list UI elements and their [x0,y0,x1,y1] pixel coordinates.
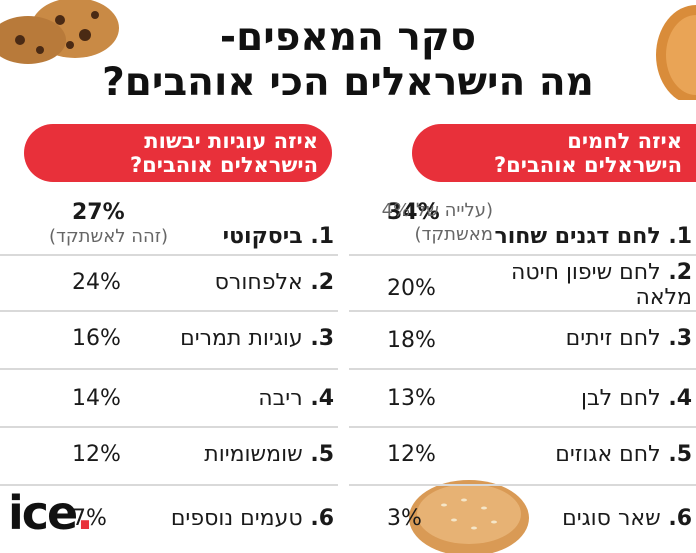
table-row: 5. לחם אגוזים 12% [349,428,696,486]
row-category: טעמים נוספים [170,506,303,531]
row-label: 3. עוגיות תמרים [154,326,334,351]
table-row: 1. לחם דגנים שחור 34% (עלייה של 4% מאשתקד) [349,196,696,256]
breads-header: איזה לחמים הישראלים אוהבים? [412,124,696,182]
row-value: 16% [72,326,121,351]
row-value: 3% [387,506,422,531]
row-category: שומשומיות [204,442,303,467]
row-rank: 5. [302,442,334,467]
row-label: 5. לחם אגוזים [482,442,692,467]
table-row: 3. לחם זיתים 18% [349,312,696,370]
bagel-image [409,480,529,553]
row-label: 3. לחם זיתים [482,326,692,351]
row-value: 34% [387,200,440,225]
row-label: 1. ביסקוטי [154,224,334,249]
row-label: 6. שאר סוגים [482,506,692,531]
row-value: 27% [72,200,125,225]
row-value: 18% [387,328,436,353]
row-rank: 4. [660,386,692,411]
row-category: לחם לבן [580,386,661,411]
row-category: לחם דגנים שחור [494,224,661,249]
row-rank: 6. [302,506,334,531]
row-category: אלפחורס [214,270,303,295]
bread-image [656,5,696,100]
row-label: 2. לחם שיפון חיטה מלאה [482,260,692,310]
table-row: 1. ביסקוטי 27% (זהה לאשתקד) [0,196,338,256]
table-row: 4. ריבה 14% [0,370,338,428]
row-value: 7% [72,506,107,531]
table-row: 3. עוגיות תמרים 16% [0,312,338,370]
row-rank: 2. [660,260,692,285]
row-rank: 4. [302,386,334,411]
ice-logo: ice. [8,486,94,540]
table-row: 6. טעמים נוספים 7% [0,486,338,546]
row-value: 20% [387,276,436,301]
breads-table: 1. לחם דגנים שחור 34% (עלייה של 4% מאשתקד)… [349,196,696,546]
row-category: לחם זיתים [565,326,661,351]
row-value: 13% [387,386,436,411]
breads-header-line-1: איזה לחמים [567,129,682,153]
row-category: לחם שיפון חיטה מלאה [511,260,692,310]
row-rank: 1. [660,224,692,249]
row-rank: 3. [660,326,692,351]
page-title: סקר המאפים- מה הישראלים הכי אוהבים? [0,16,696,106]
title-line-1: סקר המאפים- [219,15,477,60]
cookies-header-line-2: הישראלים אוהבים? [129,153,318,177]
row-rank: 1. [302,224,334,249]
row-label: 4. לחם לבן [482,386,692,411]
row-annotation: (עלייה של 4% מאשתקד) [381,200,493,245]
row-rank: 2. [302,270,334,295]
row-value: 12% [72,442,121,467]
row-category: ריבה [258,386,303,411]
row-value: 24% [72,270,121,295]
row-label: 2. אלפחורס [154,270,334,295]
cookies-header: איזה עוגיות יבשות הישראלים אוהבים? [24,124,332,182]
row-value: 12% [387,442,436,467]
cookies-header-line-1: איזה עוגיות יבשות [144,129,318,153]
logo-text: ice [8,486,78,540]
table-row: 4. לחם לבן 13% [349,370,696,428]
row-annotation: (זהה לאשתקד) [49,226,168,247]
row-category: עוגיות תמרים [180,326,303,351]
row-label: 1. לחם דגנים שחור [482,224,692,249]
row-label: 4. ריבה [154,386,334,411]
row-rank: 3. [302,326,334,351]
row-category: לחם אגוזים [555,442,661,467]
row-rank: 5. [660,442,692,467]
breads-header-line-2: הישראלים אוהבים? [493,153,682,177]
cookies-table: 1. ביסקוטי 27% (זהה לאשתקד) 2. אלפחורס 24% 3.… [0,196,338,546]
cookie-image [0,0,119,64]
row-category: שאר סוגים [562,506,661,531]
table-row: 6. שאר סוגים 3% [349,486,696,546]
row-value: 14% [72,386,121,411]
table-row: 2. לחם שיפון חיטה מלאה 20% [349,256,696,312]
row-rank: 6. [660,506,692,531]
logo-dot: . [76,486,94,540]
table-row: 5. שומשומיות 12% [0,428,338,486]
row-label: 5. שומשומיות [154,442,334,467]
title-line-2: מה הישראלים הכי אוהבים? [102,60,594,105]
row-category: ביסקוטי [222,224,303,249]
row-label: 6. טעמים נוספים [154,506,334,531]
table-row: 2. אלפחורס 24% [0,256,338,312]
